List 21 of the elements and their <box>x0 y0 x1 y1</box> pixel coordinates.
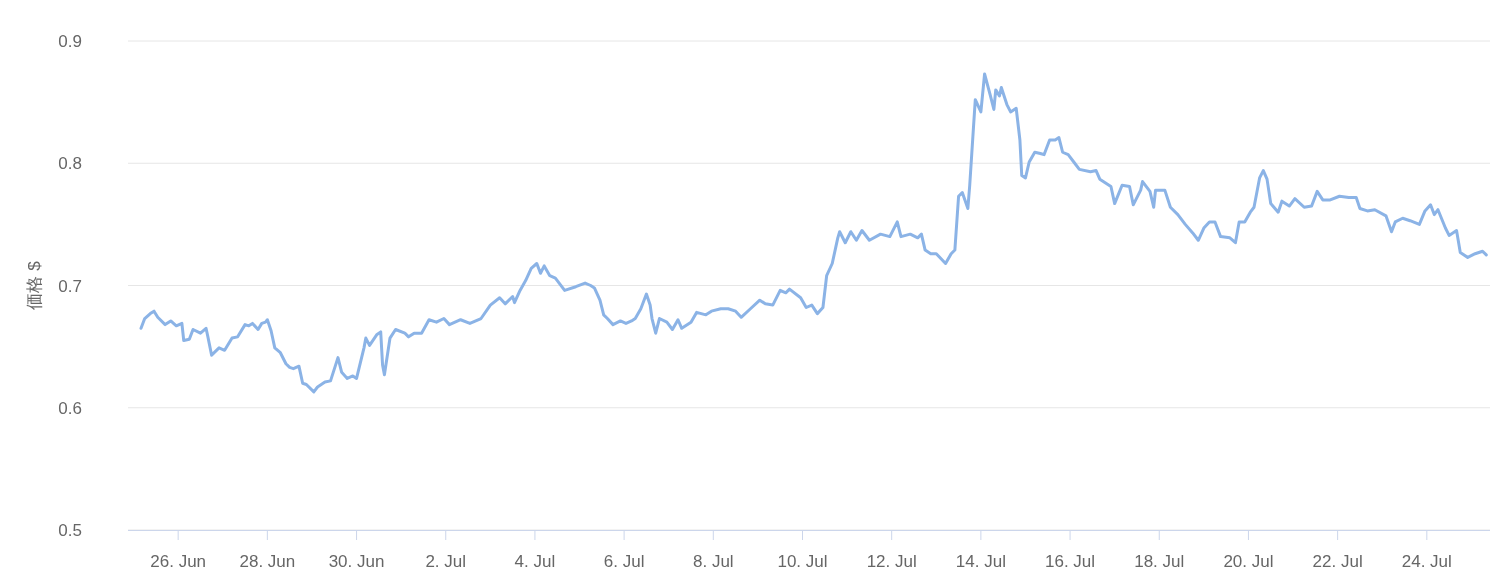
x-tick-label: 8. Jul <box>692 552 734 571</box>
x-tick-label: 4. Jul <box>514 552 556 571</box>
x-tick-label: 16. Jul <box>1045 552 1096 571</box>
x-tick-label: 12. Jul <box>866 552 917 571</box>
x-tick-label: 26. Jun <box>150 552 207 571</box>
x-tick-label: 2. Jul <box>425 552 467 571</box>
x-tick-label: 24. Jul <box>1401 552 1452 571</box>
x-tick-label: 30. Jun <box>328 552 385 571</box>
y-tick-label: 0.6 <box>58 398 82 418</box>
x-tick-label: 22. Jul <box>1312 552 1363 571</box>
x-tick-label: 20. Jul <box>1223 552 1274 571</box>
x-tick-label: 18. Jul <box>1134 552 1185 571</box>
x-tick-label: 14. Jul <box>955 552 1006 571</box>
y-tick-label: 0.5 <box>58 521 82 540</box>
y-axis-title: 価格 $ <box>25 260 44 310</box>
y-tick-label: 0.7 <box>58 276 82 296</box>
y-tick-label: 0.8 <box>58 154 82 174</box>
x-tick-label: 28. Jun <box>239 552 296 571</box>
x-tick-label: 6. Jul <box>603 552 645 571</box>
x-tick-label: 10. Jul <box>777 552 828 571</box>
y-tick-label: 0.9 <box>58 32 82 51</box>
